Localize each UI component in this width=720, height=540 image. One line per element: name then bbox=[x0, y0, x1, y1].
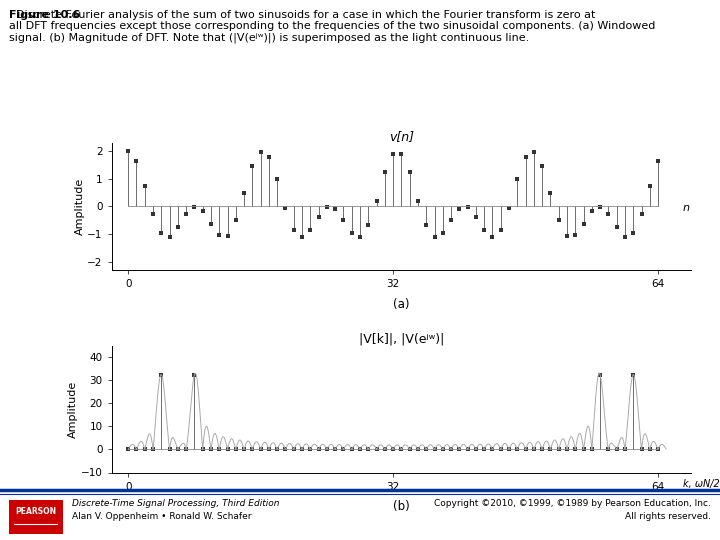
Text: Copyright ©2010, ©1999, ©1989 by Pearson Education, Inc.: Copyright ©2010, ©1999, ©1989 by Pearson… bbox=[434, 500, 711, 509]
Y-axis label: Amplitude: Amplitude bbox=[68, 381, 78, 438]
Text: Figure 10.6: Figure 10.6 bbox=[9, 10, 80, 20]
Text: All rights reserved.: All rights reserved. bbox=[626, 512, 711, 521]
Text: Discrete Fourier analysis of the sum of two sinusoids for a case in which the Fo: Discrete Fourier analysis of the sum of … bbox=[9, 10, 655, 43]
Text: n: n bbox=[683, 203, 690, 213]
Text: (b): (b) bbox=[393, 501, 410, 514]
Text: k, ωN/2π: k, ωN/2π bbox=[683, 480, 720, 489]
Text: PEARSON: PEARSON bbox=[15, 507, 56, 516]
Y-axis label: Amplitude: Amplitude bbox=[74, 178, 84, 235]
Text: (a): (a) bbox=[393, 298, 410, 310]
Title: v[n]: v[n] bbox=[389, 130, 414, 143]
Title: |V[k]|, |V(eʲʷ)|: |V[k]|, |V(eʲʷ)| bbox=[359, 333, 444, 346]
Text: Discrete-Time Signal Processing, Third Edition: Discrete-Time Signal Processing, Third E… bbox=[72, 500, 279, 509]
Text: Alan V. Oppenheim • Ronald W. Schafer: Alan V. Oppenheim • Ronald W. Schafer bbox=[72, 512, 251, 521]
